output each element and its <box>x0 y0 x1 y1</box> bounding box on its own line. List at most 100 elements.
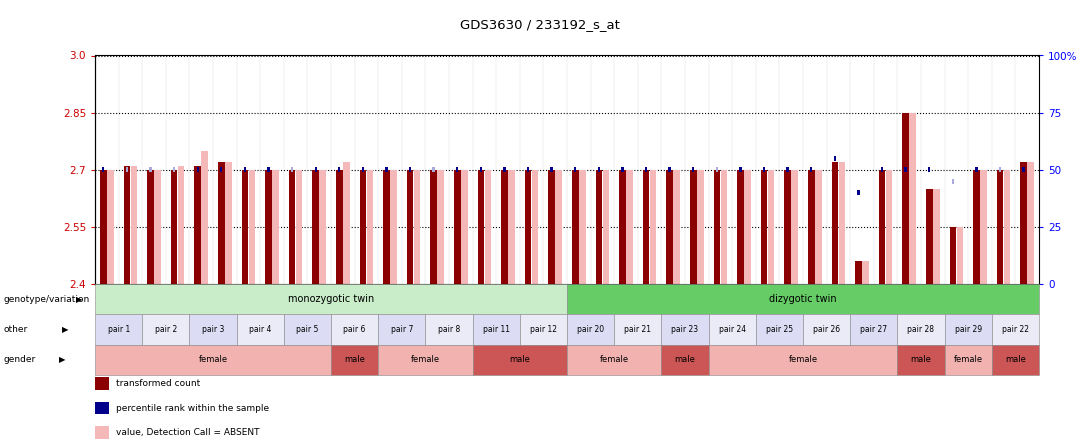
Bar <box>981 170 987 284</box>
Bar <box>909 113 916 284</box>
Bar <box>716 167 718 172</box>
Bar <box>808 170 814 284</box>
Bar <box>454 170 460 284</box>
Bar <box>107 170 113 284</box>
Bar <box>595 170 603 284</box>
Text: ▶: ▶ <box>76 295 82 304</box>
Text: pair 24: pair 24 <box>718 325 746 334</box>
Bar <box>525 170 531 284</box>
Bar <box>855 261 862 284</box>
Bar <box>973 170 980 284</box>
Text: pair 7: pair 7 <box>391 325 413 334</box>
Bar <box>975 167 977 172</box>
Bar <box>531 170 539 284</box>
Bar <box>1023 167 1025 172</box>
Bar <box>714 170 720 284</box>
Bar <box>131 166 137 284</box>
Bar <box>242 170 248 284</box>
Bar <box>645 167 647 172</box>
Text: male: male <box>675 355 696 364</box>
Bar <box>220 167 222 172</box>
Text: other: other <box>3 325 27 334</box>
Bar <box>690 170 697 284</box>
Bar <box>103 167 105 172</box>
Bar <box>390 170 396 284</box>
Bar <box>248 170 255 284</box>
Bar <box>123 166 131 284</box>
Bar <box>551 167 553 172</box>
Text: ▶: ▶ <box>62 325 68 334</box>
Bar <box>862 261 868 284</box>
Bar <box>414 170 420 284</box>
Bar <box>501 170 508 284</box>
Bar <box>154 170 161 284</box>
Bar <box>834 156 836 161</box>
Bar <box>792 170 798 284</box>
Bar <box>527 167 529 172</box>
Bar <box>178 166 185 284</box>
Text: pair 8: pair 8 <box>437 325 460 334</box>
Bar <box>957 227 963 284</box>
Bar <box>650 170 657 284</box>
Bar <box>383 170 390 284</box>
Bar <box>697 170 704 284</box>
Text: female: female <box>788 355 818 364</box>
Bar <box>666 170 673 284</box>
Text: pair 12: pair 12 <box>530 325 557 334</box>
Bar <box>503 167 505 172</box>
Bar <box>362 167 364 172</box>
Text: monozygotic twin: monozygotic twin <box>288 294 374 304</box>
Bar <box>949 227 956 284</box>
Text: pair 4: pair 4 <box>249 325 271 334</box>
Text: pair 25: pair 25 <box>766 325 793 334</box>
Bar <box>603 170 609 284</box>
Bar <box>597 167 600 172</box>
Text: pair 5: pair 5 <box>296 325 319 334</box>
Bar <box>268 167 270 172</box>
Bar <box>171 170 177 284</box>
Text: female: female <box>599 355 629 364</box>
Bar <box>480 167 482 172</box>
Bar <box>999 167 1001 172</box>
Bar <box>549 170 555 284</box>
Bar <box>244 167 246 172</box>
Bar <box>643 170 649 284</box>
Bar <box>360 170 366 284</box>
Bar <box>832 162 838 284</box>
Bar <box>881 167 883 172</box>
Bar <box>579 170 585 284</box>
Bar <box>366 170 374 284</box>
Bar <box>407 170 414 284</box>
Bar <box>768 170 774 284</box>
Bar <box>720 170 727 284</box>
Bar <box>674 170 680 284</box>
Text: female: female <box>954 355 983 364</box>
Bar <box>272 170 279 284</box>
Text: pair 11: pair 11 <box>483 325 510 334</box>
Bar <box>100 170 107 284</box>
Bar <box>320 170 326 284</box>
Bar <box>312 170 319 284</box>
Text: male: male <box>510 355 530 364</box>
Text: transformed count: transformed count <box>116 379 200 388</box>
Bar <box>338 167 340 172</box>
Bar <box>291 167 294 172</box>
Text: female: female <box>199 355 228 364</box>
Text: pair 22: pair 22 <box>1002 325 1029 334</box>
Bar <box>838 162 846 284</box>
Bar <box>997 170 1003 284</box>
Text: pair 27: pair 27 <box>860 325 888 334</box>
Bar <box>336 170 342 284</box>
Bar <box>437 170 444 284</box>
Text: percentile rank within the sample: percentile rank within the sample <box>116 404 269 412</box>
Bar <box>902 113 909 284</box>
Bar <box>744 170 751 284</box>
Bar <box>1003 170 1011 284</box>
Bar <box>692 167 694 172</box>
Bar <box>784 170 791 284</box>
Bar <box>430 170 437 284</box>
Bar <box>296 170 302 284</box>
Bar <box>509 170 515 284</box>
Bar <box>626 170 633 284</box>
Bar <box>738 170 744 284</box>
